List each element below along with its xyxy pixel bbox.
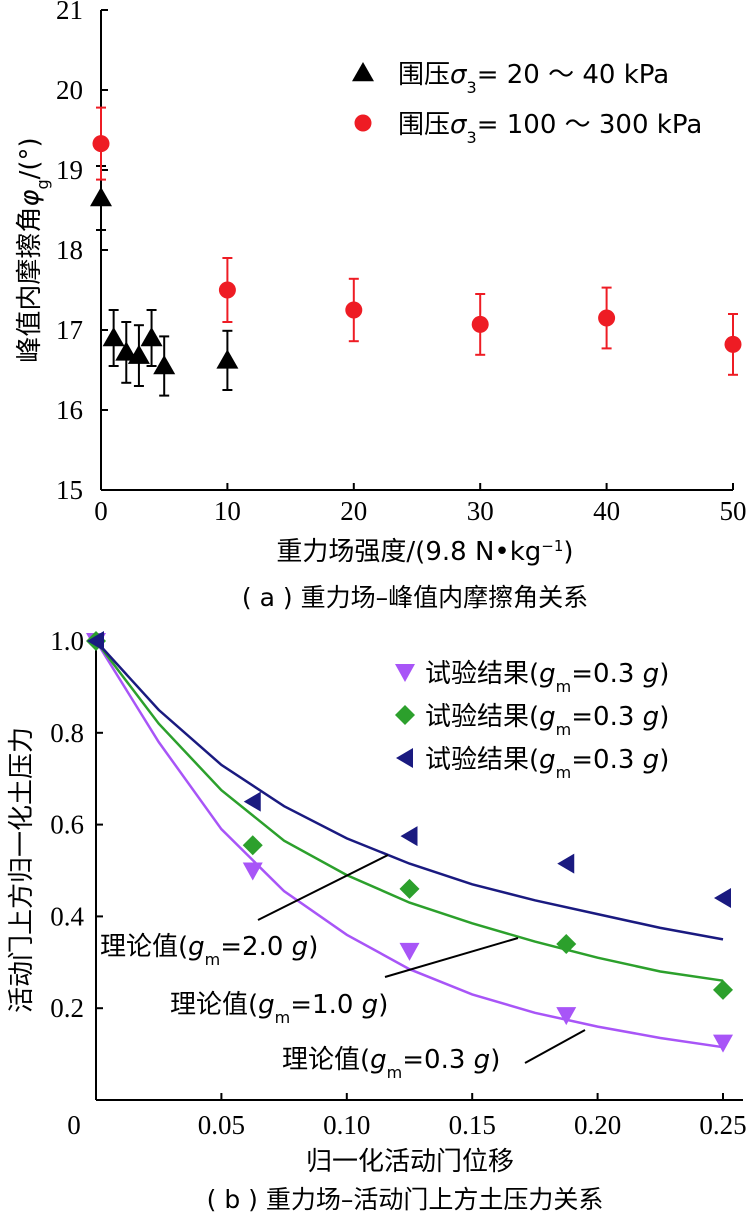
data-point [471, 315, 489, 333]
legend-label: 试验结果(gm=0.3 g) [425, 702, 669, 739]
data-point [713, 1034, 733, 1053]
data-point [92, 135, 110, 153]
data-point [399, 942, 420, 961]
caption-b: ( b ) 重力场–活动门上方土压力关系 [207, 1185, 604, 1214]
x-tick-label-a: 0 [94, 496, 108, 526]
annotation-label: 理论值(gm=1.0 g) [170, 990, 388, 1027]
data-point [242, 835, 263, 856]
data-point [140, 327, 163, 347]
data-point [556, 933, 577, 954]
data-point [713, 979, 733, 1000]
x-tick-label-a: 40 [593, 496, 620, 526]
legend-label: 试验结果(gm=0.3 g) [425, 745, 669, 782]
annotation-leader [384, 937, 519, 978]
y-axis-title-b: 活动门上方归一化土压力 [7, 727, 37, 1013]
x-tick-label-a: 10 [214, 496, 241, 526]
data-point [345, 301, 363, 319]
y-tick-label-a: 19 [56, 155, 83, 185]
x-tick-label-b: 0.05 [198, 1110, 245, 1140]
x-tick-label-b: 0.10 [323, 1110, 370, 1140]
legend-marker [395, 664, 415, 682]
x-tick-label-b: 0.15 [449, 1110, 496, 1140]
y-tick-label-a: 20 [56, 75, 83, 105]
x-tick-label-b: 0.25 [699, 1110, 746, 1140]
legend-label: 试验结果(gm=0.3 g) [425, 659, 669, 696]
y-tick-label-a: 16 [56, 395, 83, 425]
data-point [242, 862, 263, 881]
x-tick-label-a: 50 [720, 496, 747, 526]
y-tick-label-a: 21 [56, 0, 83, 25]
legend-marker [354, 114, 372, 132]
theory-curve [95, 640, 724, 941]
x-tick-label-a: 20 [340, 496, 367, 526]
legend-label: 围压σ3= 100 ～ 300 kPa [398, 110, 702, 147]
data-point [243, 791, 261, 812]
y-tick-label-b: 1.0 [50, 626, 84, 656]
data-point [127, 344, 150, 364]
legend-marker [395, 705, 415, 725]
data-point [399, 878, 420, 899]
annotation-label: 理论值(gm=2.0 g) [100, 932, 318, 969]
caption-a: ( a ) 重力场–峰值内摩擦角关系 [242, 583, 588, 612]
y-tick-label-b: 0.4 [50, 901, 84, 931]
data-point [714, 888, 731, 909]
y-axis-title-a: 峰值内摩擦角φg/(°) [15, 137, 52, 362]
y-tick-label-b: 0.6 [50, 810, 84, 840]
panel-a: 15 16 17 18 19 20 21 0 10 20 30 40 50 重力场强度/(9.8 N•kg… [15, 0, 747, 612]
x-tick-label-a: 30 [467, 496, 494, 526]
data-point [115, 341, 138, 361]
data-point [557, 853, 575, 874]
y-tick-label-a: 17 [56, 315, 83, 345]
data-point [724, 335, 742, 353]
legend-marker [352, 62, 374, 82]
annotation-leader [257, 854, 389, 921]
data-point [90, 187, 112, 207]
x-tick-label-b: 0 [67, 1110, 81, 1140]
data-point [598, 309, 616, 327]
y-tick-label-a: 18 [56, 235, 83, 265]
data-point [87, 631, 104, 651]
y-tick-label-b: 0.8 [50, 718, 84, 748]
panel-b: 0.2 0.4 0.6 0.8 1.0 0 0.05 0.10 0.15 0.20 0.25 归一化活… [7, 626, 747, 1214]
legend-label: 围压σ3= 20 ～ 40 kPa [398, 60, 669, 97]
x-axis-title-b: 归一化活动门位移 [306, 1147, 514, 1177]
data-point [102, 327, 125, 347]
legend-marker [396, 748, 413, 768]
theory-curve [95, 640, 724, 982]
data-point [556, 1007, 577, 1026]
annotation-leader [524, 1029, 586, 1064]
annotation-label: 理论值(gm=0.3 g) [282, 1045, 500, 1082]
data-point [218, 281, 236, 299]
y-tick-label-b: 0.2 [50, 993, 84, 1023]
data-point [400, 826, 418, 847]
data-point [153, 355, 176, 375]
data-point [216, 349, 239, 369]
x-axis-title-a: 重力场强度/(9.8 N•kg−1) [276, 537, 573, 567]
x-tick-label-b: 0.20 [574, 1110, 621, 1140]
y-tick-label-a: 15 [56, 475, 83, 505]
